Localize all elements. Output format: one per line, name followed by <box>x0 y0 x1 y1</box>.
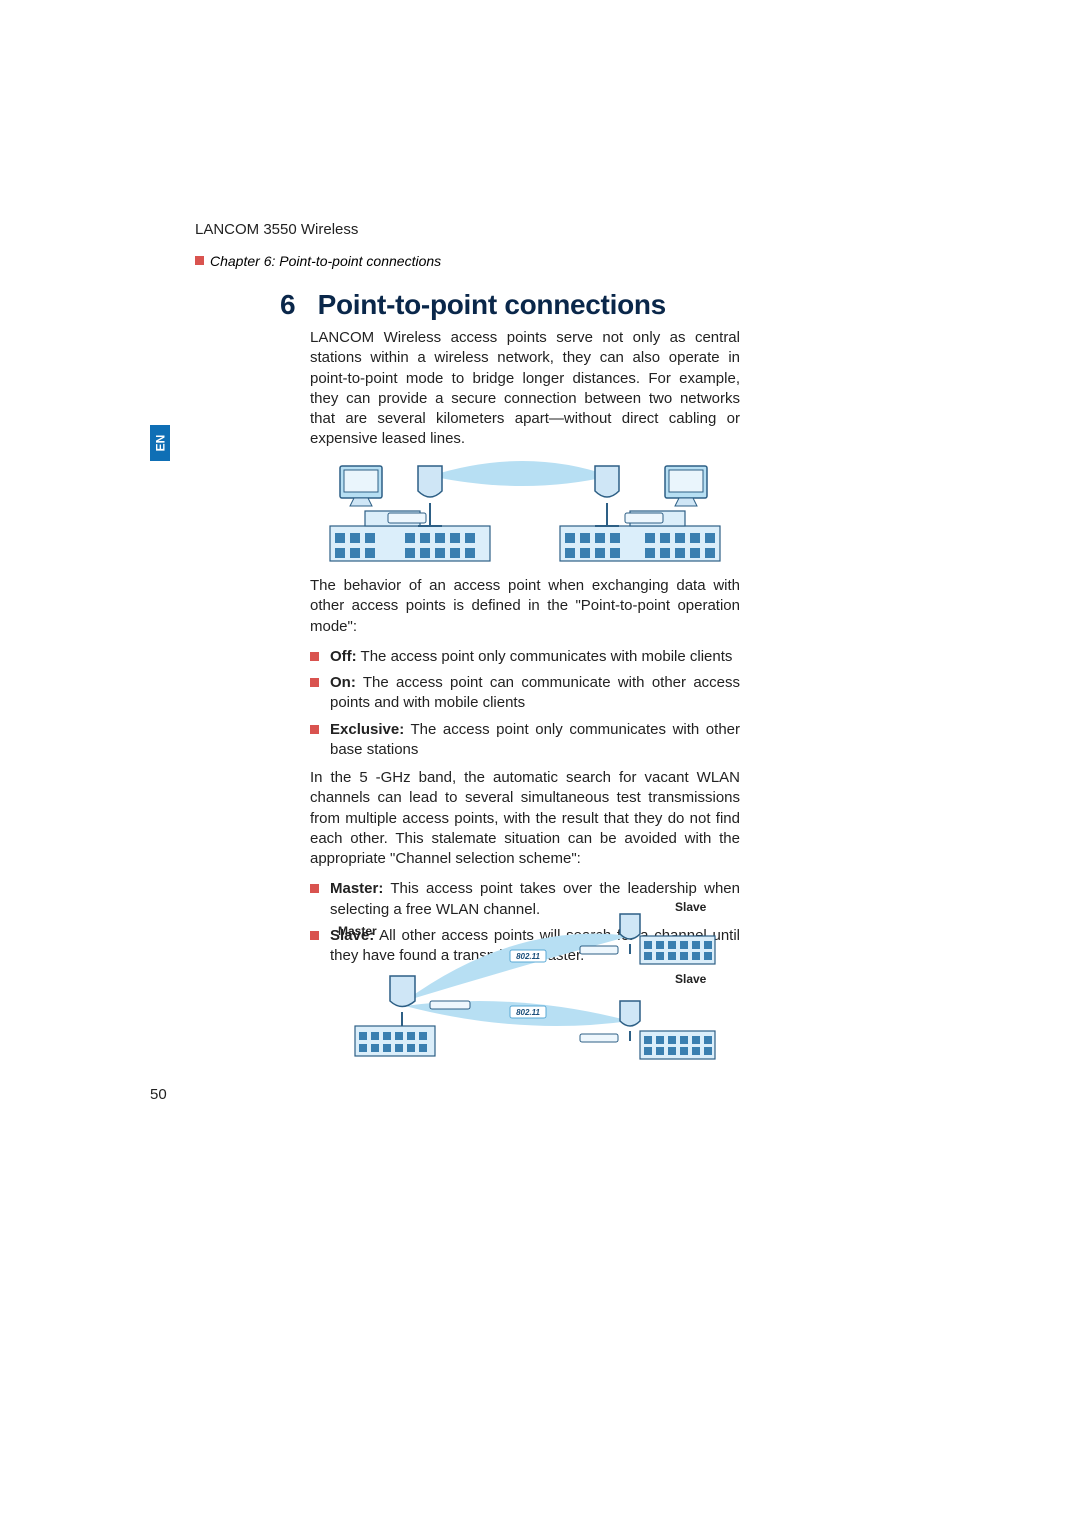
figure-2-label-slave-top: Slave <box>675 900 706 914</box>
mode-text: The access point can communicate with ot… <box>330 674 740 711</box>
paragraph-3-text: In the 5 -GHz band, the automatic search… <box>310 768 740 869</box>
figure-1-svg <box>310 441 740 571</box>
modes-list: Off: The access point only communicates … <box>310 647 740 760</box>
paragraph-2-text: The behavior of an access point when exc… <box>310 576 740 637</box>
mode-label: On: <box>330 674 356 691</box>
mode-text: The access point only communicates with … <box>357 648 733 665</box>
paragraph-1-text: LANCOM Wireless access points serve not … <box>310 328 740 450</box>
mode-label: Exclusive: <box>330 721 404 738</box>
list-item: On: The access point can communicate wit… <box>310 673 740 714</box>
role-label: Master: <box>330 880 383 897</box>
figure-2-label-master: Master <box>338 924 377 938</box>
figure-2: 802.11 802.11 Master Slave Slave <box>330 900 730 1076</box>
chapter-line: Chapter 6: Point-to-point connections <box>195 253 441 269</box>
protocol-label-bottom: 802.11 <box>516 1008 540 1017</box>
page: LANCOM 3550 Wireless Chapter 6: Point-to… <box>0 0 1080 1527</box>
list-item: Off: The access point only communicates … <box>310 647 740 667</box>
page-number: 50 <box>150 1086 167 1103</box>
protocol-label-top: 802.11 <box>516 952 540 961</box>
section-title: Point-to-point connections <box>318 289 666 321</box>
figure-1 <box>310 435 740 581</box>
section-heading: 6 Point-to-point connections <box>280 289 666 321</box>
section-number: 6 <box>280 289 296 321</box>
header-product: LANCOM 3550 Wireless <box>195 221 358 238</box>
chapter-text: Chapter 6: Point-to-point connections <box>210 253 441 269</box>
language-tab-label: EN <box>153 435 167 452</box>
mode-label: Off: <box>330 648 357 665</box>
list-item: Exclusive: The access point only communi… <box>310 720 740 761</box>
figure-2-svg: 802.11 802.11 <box>335 906 725 1066</box>
language-tab: EN <box>150 425 170 461</box>
bullet-icon <box>195 256 204 265</box>
figure-2-label-slave-bottom: Slave <box>675 972 706 986</box>
